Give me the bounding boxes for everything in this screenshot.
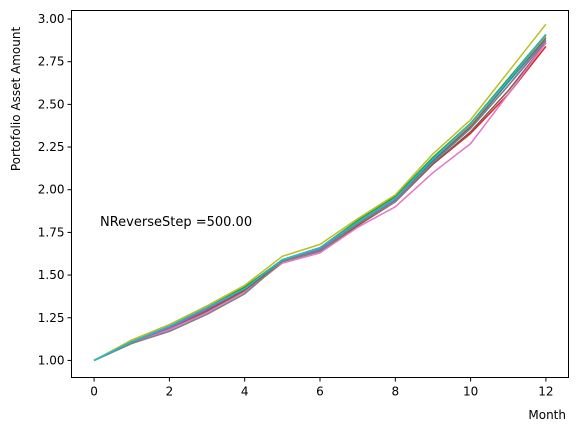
chart-annotation: NReverseStep =500.00	[100, 215, 252, 230]
series-line-7	[93, 42, 547, 362]
x-tick-label: 0	[90, 385, 98, 399]
x-axis-ticks: 0 2 4 6 8 10 12	[90, 377, 554, 399]
y-tick-label: 1.00	[38, 353, 65, 367]
series-line-6	[93, 42, 547, 362]
y-axis-ticks: 1.00 1.25 1.50 1.75 2.00 2.25 2.50 2.75 3.00	[38, 12, 72, 367]
y-axis-label: Portofolio Asset Amount	[9, 27, 23, 172]
y-tick-label: 3.00	[38, 12, 65, 26]
series-line-9	[93, 23, 547, 362]
x-tick-label: 6	[316, 385, 324, 399]
y-tick-label: 2.00	[38, 183, 65, 197]
y-tick-label: 2.75	[38, 55, 65, 69]
series-line-5	[93, 40, 547, 362]
plot-area	[71, 10, 569, 378]
x-tick-label: 2	[166, 385, 174, 399]
y-tick-label: 1.75	[38, 225, 65, 239]
x-tick-label: 8	[391, 385, 399, 399]
series-line-8	[93, 39, 547, 362]
x-tick-label: 12	[538, 385, 553, 399]
series-line-1	[93, 37, 547, 362]
y-tick-label: 2.50	[38, 97, 65, 111]
series-line-3	[93, 33, 547, 362]
x-axis-label: Month	[528, 408, 566, 422]
y-tick-label: 1.50	[38, 268, 65, 282]
series-line-2	[93, 35, 547, 362]
x-tick-label: 10	[463, 385, 478, 399]
y-tick-label: 2.25	[38, 140, 65, 154]
x-tick-label: 4	[241, 385, 249, 399]
series-line-4	[93, 45, 547, 362]
series-line-10	[93, 33, 547, 362]
y-tick-label: 1.25	[38, 311, 65, 325]
axes-frame	[71, 10, 569, 378]
series-layer	[93, 23, 547, 362]
